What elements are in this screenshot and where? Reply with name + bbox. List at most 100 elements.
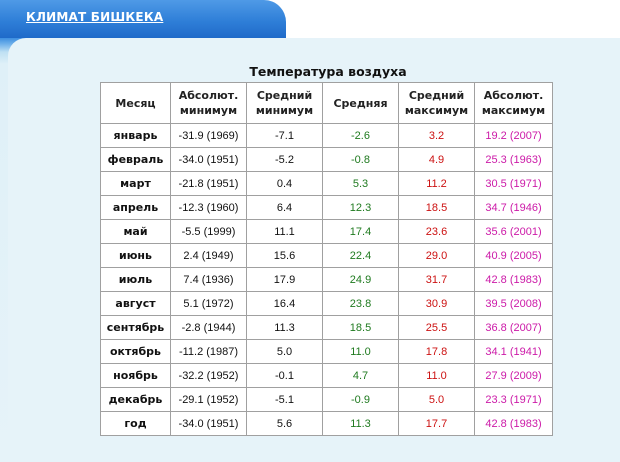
cell-avg-min: 5.6 <box>246 411 323 436</box>
cell-avg-min: 17.9 <box>246 267 323 292</box>
table-row: июнь 2.4 (1949) 15.6 22.4 29.0 40.9 (200… <box>100 243 553 268</box>
cell-abs-max: 25.3 (1963) <box>474 147 553 172</box>
cell-abs-max: 39.5 (2008) <box>474 291 553 316</box>
cell-avg-min: 16.4 <box>246 291 323 316</box>
cell-avg-min: 0.4 <box>246 171 323 196</box>
cell-avg: 22.4 <box>322 243 399 268</box>
cell-abs-max: 19.2 (2007) <box>474 123 553 148</box>
cell-avg: 12.3 <box>322 195 399 220</box>
cell-month: январь <box>100 123 171 148</box>
header-abs-min: Абсолют. минимум <box>170 82 247 124</box>
cell-avg-max: 11.0 <box>398 363 475 388</box>
cell-avg-max: 5.0 <box>398 387 475 412</box>
cell-abs-max: 30.5 (1971) <box>474 171 553 196</box>
table-row: октябрь -11.2 (1987) 5.0 11.0 17.8 34.1 … <box>100 339 553 364</box>
header-avg-min-line1: Средний <box>256 89 313 102</box>
table-row: май -5.5 (1999) 11.1 17.4 23.6 35.6 (200… <box>100 219 553 244</box>
cell-abs-max: 36.8 (2007) <box>474 315 553 340</box>
cell-avg: 11.3 <box>322 411 399 436</box>
cell-avg: 5.3 <box>322 171 399 196</box>
table-header-row: Месяц Абсолют. минимум Средний минимум С… <box>100 82 553 124</box>
cell-avg: 23.8 <box>322 291 399 316</box>
cell-avg-min: -7.1 <box>246 123 323 148</box>
cell-avg: 24.9 <box>322 267 399 292</box>
header-avg-min: Средний минимум <box>246 82 323 124</box>
cell-month: май <box>100 219 171 244</box>
cell-avg: 11.0 <box>322 339 399 364</box>
cell-avg: -0.9 <box>322 387 399 412</box>
cell-avg-min: -0.1 <box>246 363 323 388</box>
cell-abs-min: 7.4 (1936) <box>170 267 247 292</box>
cell-month: ноябрь <box>100 363 171 388</box>
cell-abs-max: 42.8 (1983) <box>474 411 553 436</box>
cell-abs-max: 23.3 (1971) <box>474 387 553 412</box>
cell-avg-min: 6.4 <box>246 195 323 220</box>
header-abs-max-line2: максимум <box>481 104 546 117</box>
header-month: Месяц <box>100 82 171 124</box>
header-abs-min-line1: Абсолют. <box>178 89 239 102</box>
table-row: год -34.0 (1951) 5.6 11.3 17.7 42.8 (198… <box>100 411 553 436</box>
table-caption: Температура воздуха <box>249 64 407 79</box>
cell-avg-max: 18.5 <box>398 195 475 220</box>
cell-avg-min: -5.1 <box>246 387 323 412</box>
header-tab: КЛИМАТ БИШКЕКА <box>0 0 286 38</box>
cell-abs-max: 35.6 (2001) <box>474 219 553 244</box>
cell-abs-min: -5.5 (1999) <box>170 219 247 244</box>
table-row: январь -31.9 (1969) -7.1 -2.6 3.2 19.2 (… <box>100 123 553 148</box>
cell-abs-max: 42.8 (1983) <box>474 267 553 292</box>
table-row: ноябрь -32.2 (1952) -0.1 4.7 11.0 27.9 (… <box>100 363 553 388</box>
cell-avg-max: 17.8 <box>398 339 475 364</box>
cell-avg-max: 25.5 <box>398 315 475 340</box>
cell-month: август <box>100 291 171 316</box>
cell-avg-min: 11.1 <box>246 219 323 244</box>
cell-abs-max: 34.7 (1946) <box>474 195 553 220</box>
cell-abs-min: -31.9 (1969) <box>170 123 247 148</box>
header-avg-max-line1: Средний <box>408 89 465 102</box>
cell-month: сентябрь <box>100 315 171 340</box>
cell-avg-min: -5.2 <box>246 147 323 172</box>
cell-month: март <box>100 171 171 196</box>
header-avg-min-line2: минимум <box>255 104 314 117</box>
cell-avg-max: 30.9 <box>398 291 475 316</box>
table-row: сентябрь -2.8 (1944) 11.3 18.5 25.5 36.8… <box>100 315 553 340</box>
header-month-line1: Месяц <box>115 96 156 110</box>
cell-month: октябрь <box>100 339 171 364</box>
cell-abs-min: -32.2 (1952) <box>170 363 247 388</box>
header-abs-min-line2: минимум <box>179 104 238 117</box>
cell-avg-max: 11.2 <box>398 171 475 196</box>
cell-abs-max: 40.9 (2005) <box>474 243 553 268</box>
cell-month: апрель <box>100 195 171 220</box>
table-row: июль 7.4 (1936) 17.9 24.9 31.7 42.8 (198… <box>100 267 553 292</box>
table-row: март -21.8 (1951) 0.4 5.3 11.2 30.5 (197… <box>100 171 553 196</box>
cell-avg: 18.5 <box>322 315 399 340</box>
cell-avg-min: 15.6 <box>246 243 323 268</box>
cell-avg-max: 17.7 <box>398 411 475 436</box>
cell-month: февраль <box>100 147 171 172</box>
cell-avg-min: 5.0 <box>246 339 323 364</box>
cell-abs-min: -11.2 (1987) <box>170 339 247 364</box>
cell-abs-min: -29.1 (1952) <box>170 387 247 412</box>
table-row: август 5.1 (1972) 16.4 23.8 30.9 39.5 (2… <box>100 291 553 316</box>
cell-month: июнь <box>100 243 171 268</box>
header-abs-max: Абсолют. максимум <box>474 82 553 124</box>
header-abs-max-line1: Абсолют. <box>483 89 544 102</box>
table-row: декабрь -29.1 (1952) -5.1 -0.9 5.0 23.3 … <box>100 387 553 412</box>
cell-month: декабрь <box>100 387 171 412</box>
cell-abs-min: 5.1 (1972) <box>170 291 247 316</box>
cell-abs-min: -21.8 (1951) <box>170 171 247 196</box>
table-row: февраль -34.0 (1951) -5.2 -0.8 4.9 25.3 … <box>100 147 553 172</box>
cell-avg: 17.4 <box>322 219 399 244</box>
cell-abs-max: 34.1 (1941) <box>474 339 553 364</box>
cell-avg: 4.7 <box>322 363 399 388</box>
temperature-table: Месяц Абсолют. минимум Средний минимум С… <box>100 82 553 436</box>
cell-abs-min: -34.0 (1951) <box>170 147 247 172</box>
page-title-link[interactable]: КЛИМАТ БИШКЕКА <box>26 10 164 24</box>
header-avg-line1: Средняя <box>333 96 388 110</box>
header-avg: Средняя <box>322 82 399 124</box>
cell-avg-max: 3.2 <box>398 123 475 148</box>
cell-avg: -2.6 <box>322 123 399 148</box>
cell-abs-min: -12.3 (1960) <box>170 195 247 220</box>
cell-avg: -0.8 <box>322 147 399 172</box>
cell-abs-min: -34.0 (1951) <box>170 411 247 436</box>
cell-avg-min: 11.3 <box>246 315 323 340</box>
